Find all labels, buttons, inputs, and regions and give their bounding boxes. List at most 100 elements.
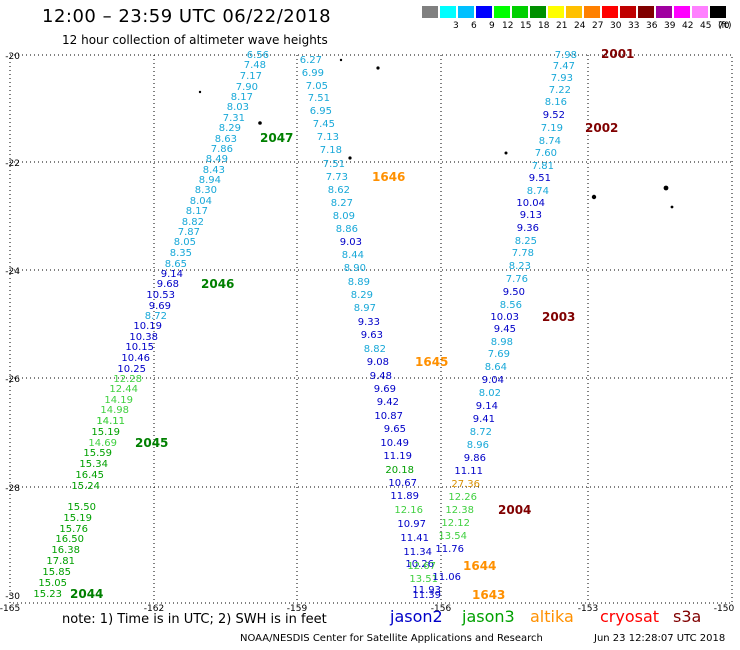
color-scale-label: 12 bbox=[502, 21, 514, 31]
wave-height-value: 8.30 bbox=[195, 185, 217, 196]
color-swatch bbox=[494, 6, 510, 18]
wave-height-value: 7.86 bbox=[211, 144, 233, 155]
latitude-tick-label: -20 bbox=[5, 52, 20, 62]
wave-height-value: 7.17 bbox=[240, 71, 262, 82]
wave-height-value: 8.96 bbox=[467, 440, 489, 451]
wave-height-value: 15.59 bbox=[83, 448, 112, 459]
wave-height-value: 9.69 bbox=[149, 301, 171, 312]
wave-height-value: 7.51 bbox=[308, 93, 330, 104]
island-marker bbox=[348, 156, 352, 160]
wave-height-value: 7.05 bbox=[306, 81, 328, 92]
wave-height-value: 8.86 bbox=[336, 224, 358, 235]
wave-height-value: 6.56 bbox=[247, 50, 269, 61]
island-marker bbox=[258, 121, 262, 125]
color-scale-label: 36 bbox=[646, 21, 658, 31]
wave-height-value: 27.36 bbox=[451, 479, 480, 490]
wave-height-value: 9.33 bbox=[358, 317, 380, 328]
wave-height-value: 8.17 bbox=[231, 92, 253, 103]
wave-height-value: 8.72 bbox=[145, 311, 167, 322]
wave-height-value: 7.78 bbox=[512, 248, 534, 259]
wave-height-value: 7.90 bbox=[236, 82, 258, 93]
wave-height-value: 15.76 bbox=[59, 524, 88, 535]
wave-height-value: 7.76 bbox=[506, 274, 528, 285]
wave-height-value: 8.29 bbox=[351, 290, 373, 301]
wave-height-value: 14.19 bbox=[104, 395, 133, 406]
wave-height-value: 12.12 bbox=[441, 518, 470, 529]
color-swatch bbox=[548, 6, 564, 18]
color-swatch bbox=[674, 6, 690, 18]
wave-height-value: 8.82 bbox=[182, 217, 204, 228]
color-scale-label: 39 bbox=[664, 21, 676, 31]
color-scale-label: 24 bbox=[574, 21, 586, 31]
wave-height-value: 8.09 bbox=[333, 211, 355, 222]
island-markers bbox=[198, 58, 674, 209]
color-scale-label: 21 bbox=[556, 21, 568, 31]
map-title: 12:00 – 23:59 UTC 06/22/2018 bbox=[42, 6, 332, 27]
wave-height-value: 8.64 bbox=[485, 362, 507, 373]
wave-height-value: 11.34 bbox=[403, 547, 432, 558]
color-scale-label: 45 bbox=[700, 21, 712, 31]
wave-height-value: 9.63 bbox=[361, 330, 383, 341]
wave-height-value: 12.26 bbox=[448, 492, 477, 503]
wave-height-value: 15.50 bbox=[67, 502, 96, 513]
wave-height-value: 7.18 bbox=[320, 145, 342, 156]
wave-height-value: 8.90 bbox=[344, 263, 366, 274]
jason2-track-1646-1643: 6.276.997.057.516.957.457.137.187.517.73… bbox=[300, 55, 441, 601]
wave-height-value: 8.49 bbox=[206, 154, 228, 165]
wave-height-value: 9.04 bbox=[482, 375, 504, 386]
wave-height-value: 8.44 bbox=[342, 250, 364, 261]
pass-number-label: 2045 bbox=[135, 436, 168, 450]
wave-height-value: 8.74 bbox=[527, 186, 549, 197]
wave-height-value: 10.03 bbox=[490, 312, 519, 323]
wave-height-value: 9.69 bbox=[374, 384, 396, 395]
color-scale-label: 6 bbox=[471, 21, 477, 31]
wave-height-value: 8.63 bbox=[215, 134, 237, 145]
wave-height-value: 14.11 bbox=[96, 416, 125, 427]
legend-item-s3a: s3a bbox=[673, 607, 702, 626]
jason2-track-2001-2004: 7.987.477.937.228.169.527.198.747.607.81… bbox=[432, 50, 577, 583]
wave-height-value: 7.19 bbox=[541, 123, 563, 134]
units-note: note: 1) Time is in UTC; 2) SWH is in fe… bbox=[62, 612, 327, 627]
pass-number-label: 2001 bbox=[601, 47, 634, 61]
wave-height-value: 11.06 bbox=[432, 572, 461, 583]
wave-height-value: 8.43 bbox=[203, 165, 225, 176]
wave-height-value: 10.26 bbox=[405, 559, 434, 570]
pass-number-label: 2046 bbox=[201, 277, 234, 291]
wave-height-value: 12.44 bbox=[109, 384, 138, 395]
island-marker bbox=[339, 58, 343, 62]
color-scale-label: 3 bbox=[453, 21, 459, 31]
wave-height-value: 9.51 bbox=[529, 173, 551, 184]
jason2-track-2047-2044: 6.567.487.177.908.178.037.318.298.637.86… bbox=[33, 50, 269, 600]
wave-height-value: 8.74 bbox=[539, 136, 561, 147]
wave-height-value: 6.95 bbox=[310, 106, 332, 117]
map-subtitle: 12 hour collection of altimeter wave hei… bbox=[62, 33, 328, 47]
latitude-tick-label: -24 bbox=[5, 267, 20, 277]
wave-height-value: 9.86 bbox=[464, 453, 486, 464]
generated-timestamp: Jun 23 12:28:07 UTC 2018 bbox=[594, 633, 726, 644]
wave-height-value: 11.11 bbox=[454, 466, 483, 477]
wave-height-value: 6.27 bbox=[300, 55, 322, 66]
wave-height-value: 7.51 bbox=[323, 159, 345, 170]
legend-item-jason3: jason3 bbox=[462, 607, 515, 626]
longitude-tick-label: -165 bbox=[0, 604, 20, 614]
wave-height-value: 8.16 bbox=[545, 97, 567, 108]
color-swatch bbox=[656, 6, 672, 18]
wave-height-value: 8.72 bbox=[470, 427, 492, 438]
color-swatch bbox=[584, 6, 600, 18]
wave-height-value: 8.94 bbox=[199, 175, 221, 186]
wave-height-value: 9.65 bbox=[384, 424, 406, 435]
wave-height-value: 9.68 bbox=[157, 279, 179, 290]
wave-height-value: 8.02 bbox=[479, 388, 501, 399]
wave-height-value: 15.19 bbox=[91, 427, 120, 438]
wave-height-value: 8.97 bbox=[354, 303, 376, 314]
wave-height-value: 8.17 bbox=[186, 206, 208, 217]
wave-height-value: 9.42 bbox=[377, 397, 399, 408]
longitude-tick-label: -156 bbox=[431, 604, 452, 614]
island-marker bbox=[663, 185, 669, 191]
wave-height-value: 7.87 bbox=[178, 227, 200, 238]
wave-height-value: 14.69 bbox=[88, 438, 117, 449]
wave-height-value: 8.56 bbox=[500, 300, 522, 311]
color-scale-label: 33 bbox=[628, 21, 640, 31]
wave-height-value: 8.04 bbox=[190, 196, 212, 207]
